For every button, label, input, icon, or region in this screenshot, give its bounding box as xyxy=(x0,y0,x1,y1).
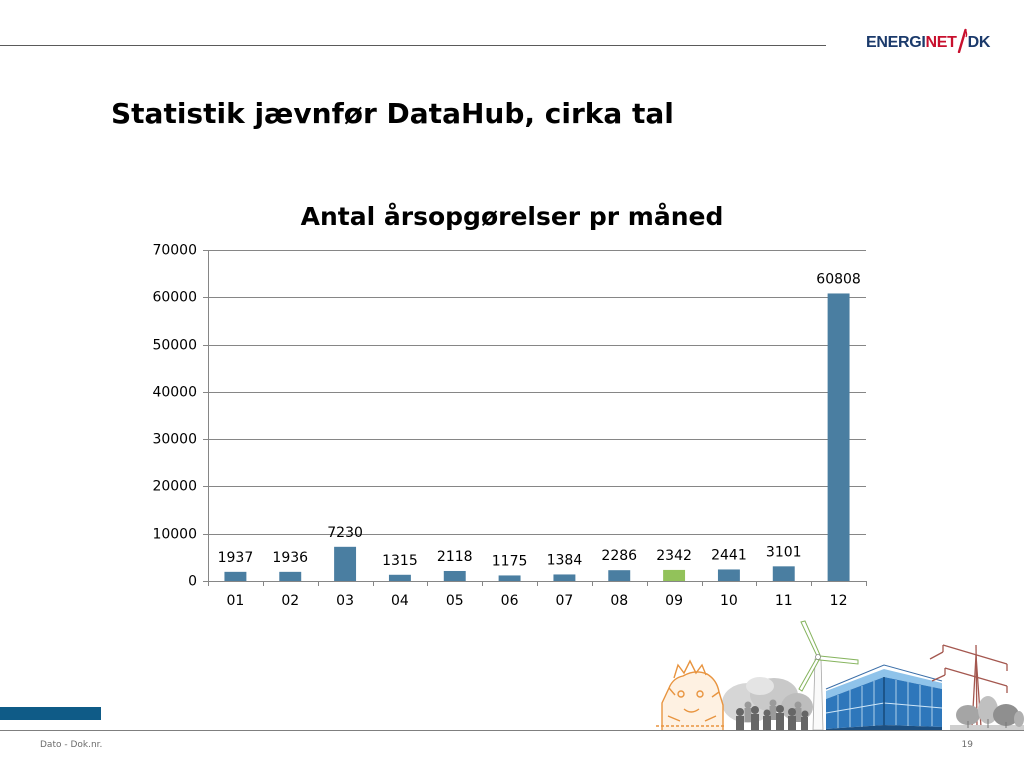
bar-05 xyxy=(443,570,466,581)
bar-04 xyxy=(388,574,411,581)
y-tick-label: 60000 xyxy=(152,290,197,306)
wind-turbine-icon xyxy=(798,620,859,731)
data-label: 2118 xyxy=(437,549,473,565)
axes: 0 10000 20000 30000 40000 50000 60000 70000 01 02… xyxy=(152,243,867,609)
bar-12 xyxy=(827,293,850,581)
bars xyxy=(224,293,850,581)
bar-08 xyxy=(608,570,631,581)
data-label: 2441 xyxy=(711,547,747,563)
x-tick-label: 12 xyxy=(830,593,848,609)
x-tick-label: 03 xyxy=(336,593,354,609)
bar-07 xyxy=(553,574,576,581)
data-label: 1936 xyxy=(272,550,308,566)
data-labels: 1937 1936 7230 1315 2118 1175 1384 2286 2342 2441… xyxy=(218,271,861,569)
bar-chart: 0 10000 20000 30000 40000 50000 60000 70000 01 02… xyxy=(152,243,867,609)
gridlines xyxy=(208,250,866,535)
y-tick-label: 20000 xyxy=(152,479,197,495)
bar-10 xyxy=(717,569,740,581)
logo-slash-icon xyxy=(957,28,967,53)
data-label: 2342 xyxy=(656,548,692,564)
data-label: 2286 xyxy=(601,548,637,564)
logo-text-net: NET xyxy=(925,34,957,51)
logo-text-dk: DK xyxy=(967,34,991,51)
office-building-icon xyxy=(825,664,943,731)
logo-text-energi: ENERGI xyxy=(866,34,926,51)
x-tick-label: 02 xyxy=(281,593,299,609)
data-label: 1384 xyxy=(547,552,583,568)
x-tick-label: 09 xyxy=(665,593,683,609)
x-tick-label: 06 xyxy=(501,593,519,609)
chart-title: Antal årsopgørelser pr måned xyxy=(300,202,724,231)
x-tick-label: 08 xyxy=(610,593,628,609)
data-label: 1315 xyxy=(382,553,418,569)
bar-11 xyxy=(772,566,795,581)
energy-illustration xyxy=(656,620,1024,731)
y-tick-label: 70000 xyxy=(152,243,197,259)
x-tick-label: 07 xyxy=(556,593,574,609)
slide-title: Statistik jævnfør DataHub, cirka tal xyxy=(111,97,674,130)
bar-03 xyxy=(334,546,357,581)
data-label: 1937 xyxy=(218,550,254,566)
trees-icon xyxy=(950,696,1024,731)
footer-doc-ref: Dato - Dok.nr. xyxy=(40,740,103,750)
bar-09 xyxy=(663,569,686,581)
data-label: 60808 xyxy=(816,271,861,287)
y-tick-label: 0 xyxy=(188,574,197,590)
data-label: 3101 xyxy=(766,544,802,560)
x-tick-label: 04 xyxy=(391,593,409,609)
footer-accent-band xyxy=(0,707,101,720)
x-tick-label: 11 xyxy=(775,593,793,609)
data-label: 1175 xyxy=(492,553,528,569)
header-rule xyxy=(0,45,826,46)
y-tick-label: 10000 xyxy=(152,527,197,543)
y-tick-label: 40000 xyxy=(152,385,197,401)
energinet-logo: ENERGINET DK xyxy=(866,28,991,57)
x-tick-label: 05 xyxy=(446,593,464,609)
sketch-figure-icon xyxy=(656,659,726,730)
bar-01 xyxy=(224,571,247,581)
x-tick-label: 10 xyxy=(720,593,738,609)
footer-rule xyxy=(0,730,1024,731)
crowd-photo-icon xyxy=(722,677,813,730)
bar-06 xyxy=(498,575,521,581)
x-tick-label: 01 xyxy=(227,593,245,609)
y-tick-label: 30000 xyxy=(152,432,197,448)
y-tick-label: 50000 xyxy=(152,338,197,354)
data-label: 7230 xyxy=(327,525,363,541)
page-number: 19 xyxy=(961,740,973,750)
bar-02 xyxy=(279,571,302,581)
